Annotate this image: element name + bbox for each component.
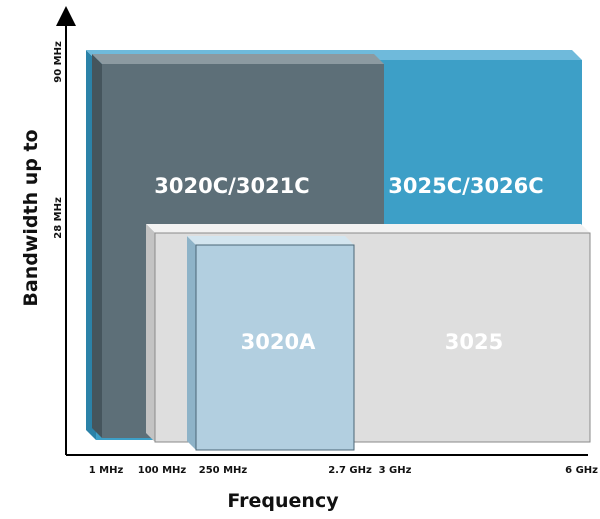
label-3020c-3021c: 3020C/3021C [154,174,309,198]
x-tick-3ghz: 3 GHz [379,465,412,476]
x-axis-title: Frequency [227,490,339,512]
y-tick-28mhz: 28 MHz [53,197,64,239]
x-tick-100mhz: 100 MHz [138,465,187,476]
y-tick-90mhz: 90 MHz [53,41,64,83]
x-tick-250mhz: 250 MHz [199,465,248,476]
y-axis-title: Bandwidth up to [20,129,42,306]
x-tick-6ghz: 6 GHz [565,465,598,476]
box-3020a: 3020A [187,236,355,451]
x-tick-1mhz: 1 MHz [89,465,124,476]
label-3025c-3026c: 3025C/3026C [388,174,543,198]
label-3025: 3025 [445,330,503,354]
label-3020a: 3020A [241,330,316,354]
x-tick-2-7ghz: 2.7 GHz [328,465,372,476]
